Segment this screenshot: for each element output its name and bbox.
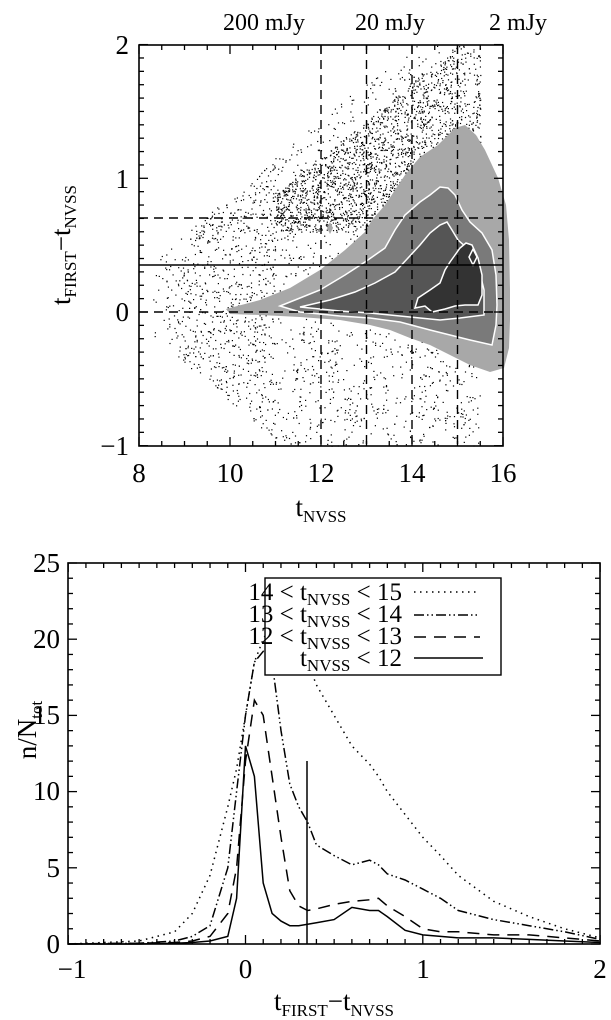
legend: 14 < tNVSS < 15 13 < tNVSS < 14 12 < tNV… <box>248 577 502 676</box>
bottom-y-axis-title: n/Ntot <box>12 701 46 760</box>
curve-dashed <box>68 697 601 945</box>
top-y-tick-labels: −1 0 1 2 <box>100 30 129 461</box>
bottom-x-axis-title: tFIRST−tNVSS <box>274 986 394 1020</box>
top-x-tick-labels: 8 10 12 14 16 <box>132 458 516 488</box>
curve-solid <box>68 745 601 945</box>
svg-text:13 < tNVSS < 14: 13 < tNVSS < 14 <box>248 601 402 631</box>
curve-dash-dot-dot <box>68 650 601 945</box>
y-tick-10: 10 <box>33 776 60 806</box>
bottom-y-tick-labels: 0 5 10 15 20 25 <box>33 548 60 959</box>
x-tick-minus1: −1 <box>58 954 87 984</box>
flux-label-20mjy: 20 mJy <box>355 10 425 36</box>
y-tick-20: 20 <box>33 624 60 654</box>
x-tick-10: 10 <box>217 458 244 488</box>
y-tick-15: 15 <box>33 700 60 730</box>
top-x-axis-title: tNVSS <box>296 492 347 526</box>
y-tick-0: 0 <box>47 929 61 959</box>
bottom-line-plot: 14 < tNVSS < 15 13 < tNVSS < 14 12 < tNV… <box>12 548 607 1020</box>
x-tick-16: 16 <box>490 458 517 488</box>
legend-item-lt12: tNVSS < 12 <box>300 645 483 675</box>
top-y-axis-title: tFIRST−tNVSS <box>46 185 80 305</box>
y-tick-0: 0 <box>116 297 130 327</box>
x-tick-0: 0 <box>239 954 253 984</box>
y-tick-2: 2 <box>116 30 130 60</box>
bottom-x-tick-labels: −1 0 1 2 <box>58 954 607 984</box>
flux-label-200mjy: 200 mJy <box>223 10 305 36</box>
x-tick-8: 8 <box>132 458 146 488</box>
legend-item-12-13: 12 < tNVSS < 13 <box>248 623 480 653</box>
svg-text:12 < tNVSS < 13: 12 < tNVSS < 13 <box>248 623 402 653</box>
top-scatter-plot: 200 mJy 20 mJy 2 mJy 8 <box>46 10 547 526</box>
legend-box <box>264 577 502 676</box>
svg-text:14 < tNVSS < 15: 14 < tNVSS < 15 <box>248 579 402 609</box>
contour-small-blob <box>327 222 333 234</box>
legend-item-13-14: 13 < tNVSS < 14 <box>248 601 480 631</box>
x-tick-14: 14 <box>399 458 427 488</box>
reference-lines <box>139 45 503 446</box>
curve-dotted <box>68 610 601 945</box>
density-contours <box>226 125 510 372</box>
svg-text:tNVSS < 12: tNVSS < 12 <box>300 645 402 675</box>
flux-label-2mjy: 2 mJy <box>489 10 547 36</box>
y-tick-25: 25 <box>33 548 60 578</box>
x-tick-1: 1 <box>416 954 430 984</box>
y-tick-5: 5 <box>47 853 61 883</box>
y-tick-1: 1 <box>116 164 130 194</box>
legend-item-14-15: 14 < tNVSS < 15 <box>248 579 480 609</box>
top-plot-ticks <box>138 43 504 447</box>
x-tick-12: 12 <box>308 458 335 488</box>
x-tick-2: 2 <box>593 954 607 984</box>
y-tick-minus1: −1 <box>100 431 129 461</box>
bottom-plot-ticks <box>67 562 601 945</box>
